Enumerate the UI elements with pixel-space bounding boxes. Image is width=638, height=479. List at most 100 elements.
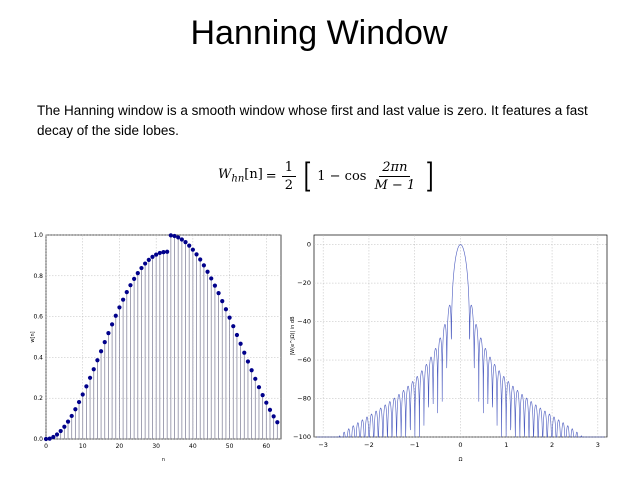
- stem-marker: [161, 250, 166, 255]
- stem-marker: [121, 297, 126, 302]
- stem-marker: [51, 434, 56, 440]
- formula-right-bracket: ]: [425, 156, 434, 196]
- stem-marker: [194, 252, 199, 257]
- stem-marker: [187, 243, 192, 248]
- stem-marker: [231, 324, 236, 329]
- stem-marker: [98, 349, 104, 354]
- stem-marker: [249, 368, 254, 373]
- stem-marker: [113, 313, 118, 318]
- stem-marker: [227, 315, 232, 320]
- freq-xtick-label: 3: [596, 441, 600, 449]
- stem-marker: [264, 400, 269, 405]
- stem-marker: [234, 332, 240, 338]
- freq-xtick-label: −3: [318, 441, 328, 449]
- stem-xtick-label: 20: [116, 443, 124, 450]
- stem-xtick-label: 0: [44, 443, 48, 450]
- stem-marker: [190, 247, 195, 252]
- formula-equals: =: [265, 168, 277, 184]
- freq-xlabel: Ω: [459, 457, 463, 463]
- frequency-response-plot: −3 −2 −1 0 1 2 3 0 −20 −40 −60 −80 −100 Ω |W(e^jΩ)| in…: [284, 227, 614, 467]
- frequency-response-line: [316, 244, 605, 438]
- stem-marker: [150, 254, 155, 259]
- stem-xtick-label: 50: [226, 443, 234, 450]
- stem-marker: [76, 399, 82, 405]
- stem-marker: [62, 424, 67, 429]
- stem-marker: [73, 407, 78, 412]
- freq-xtick-label: −1: [410, 441, 420, 449]
- stem-marker: [84, 384, 89, 389]
- freq-ytick-label: −60: [297, 356, 311, 364]
- stem-marker: [91, 367, 96, 372]
- formula-cos-num: 2πn: [379, 159, 411, 177]
- freq-ytick-label: −100: [293, 433, 311, 441]
- stem-marker: [209, 276, 214, 281]
- stem-marker: [172, 233, 177, 239]
- stem-marker: [201, 263, 206, 268]
- stem-marker: [95, 358, 100, 363]
- stem-marker: [212, 283, 218, 288]
- formula-cos-arg: 2πn M − 1: [371, 159, 418, 194]
- stem-marker: [216, 291, 221, 296]
- hanning-formula: Whn[n] = 1 2 [ 1 − cos 2πn M − 1 ]: [218, 150, 436, 202]
- stem-marker: [128, 283, 133, 288]
- stem-marker: [124, 290, 129, 295]
- stem-marker: [157, 250, 162, 256]
- stem-marker: [198, 257, 203, 262]
- stem-marker: [242, 350, 247, 355]
- stem-marker: [271, 414, 276, 419]
- stem-ytick-label: 1.0: [33, 232, 43, 239]
- stem-marker: [69, 413, 74, 419]
- stem-marker: [106, 331, 111, 336]
- freq-xtick-label: −2: [364, 441, 374, 449]
- slide-description: The Hanning window is a smooth window wh…: [37, 103, 588, 138]
- formula-half-den: 2: [284, 177, 293, 193]
- stem-marker: [102, 340, 107, 345]
- stem-marker: [256, 385, 262, 390]
- stem-marker: [183, 240, 188, 245]
- stem-plot-svg: 0 10 20 30 40 50 60 0.0 0.2 0.4 0.6 0.8 1.0 n w[n]: [30, 232, 282, 463]
- freq-ytick-label: −80: [297, 395, 311, 403]
- stem-ytick-label: 0.4: [33, 354, 43, 361]
- stem-xtick-label: 40: [189, 443, 197, 450]
- stem-marker: [253, 376, 258, 381]
- stem-marker: [132, 276, 137, 281]
- stem-marker: [260, 393, 265, 398]
- stem-marker: [205, 269, 210, 274]
- formula-subscript: hn: [231, 173, 245, 185]
- stem-xtick-label: 60: [262, 443, 270, 450]
- stem-marker: [65, 419, 71, 424]
- stem-marker: [223, 307, 229, 312]
- stem-marker: [87, 375, 93, 380]
- stem-ylabel: w[n]: [30, 331, 36, 342]
- formula-symbol: W: [218, 167, 232, 183]
- stem-marker: [176, 235, 181, 240]
- stem-ytick-label: 0.8: [33, 273, 43, 280]
- stem-marker: [267, 407, 273, 412]
- formula-one-minus-cos: 1 − cos: [317, 168, 367, 184]
- stem-marker: [179, 237, 184, 242]
- stem-marker: [117, 305, 122, 310]
- freq-ylabel: |W(e^jΩ)| in dB: [290, 316, 296, 356]
- stem-ytick-label: 0.0: [33, 436, 43, 443]
- stem-marker: [58, 428, 63, 434]
- stem-marker: [47, 436, 52, 441]
- stem-marker: [139, 265, 144, 271]
- stem-marker: [245, 359, 251, 364]
- formula-cos-den: M − 1: [374, 177, 416, 193]
- freq-ytick-label: 0: [307, 241, 311, 249]
- formula-lhs: Whn[n]: [218, 167, 263, 185]
- formula-arg: [n]: [244, 167, 263, 183]
- stem-marker: [275, 420, 280, 425]
- stem-xlabel: n: [162, 457, 165, 463]
- window-stem-plot: 0 10 20 30 40 50 60 0.0 0.2 0.4 0.6 0.8 1.0 n w[n]: [26, 227, 286, 467]
- freq-plot-svg: −3 −2 −1 0 1 2 3 0 −20 −40 −60 −80 −100 Ω |W(e^jΩ)| in…: [290, 234, 608, 463]
- stem-marker: [146, 257, 151, 262]
- freq-xtick-label: 0: [458, 441, 462, 449]
- freq-ytick-label: −20: [297, 279, 311, 287]
- stem-marker: [80, 392, 85, 397]
- stem-marker: [54, 432, 60, 437]
- stem-marker: [43, 436, 49, 442]
- formula-half-num: 1: [281, 159, 296, 177]
- stem-xtick-label: 10: [79, 443, 87, 450]
- stem-marker: [220, 298, 225, 304]
